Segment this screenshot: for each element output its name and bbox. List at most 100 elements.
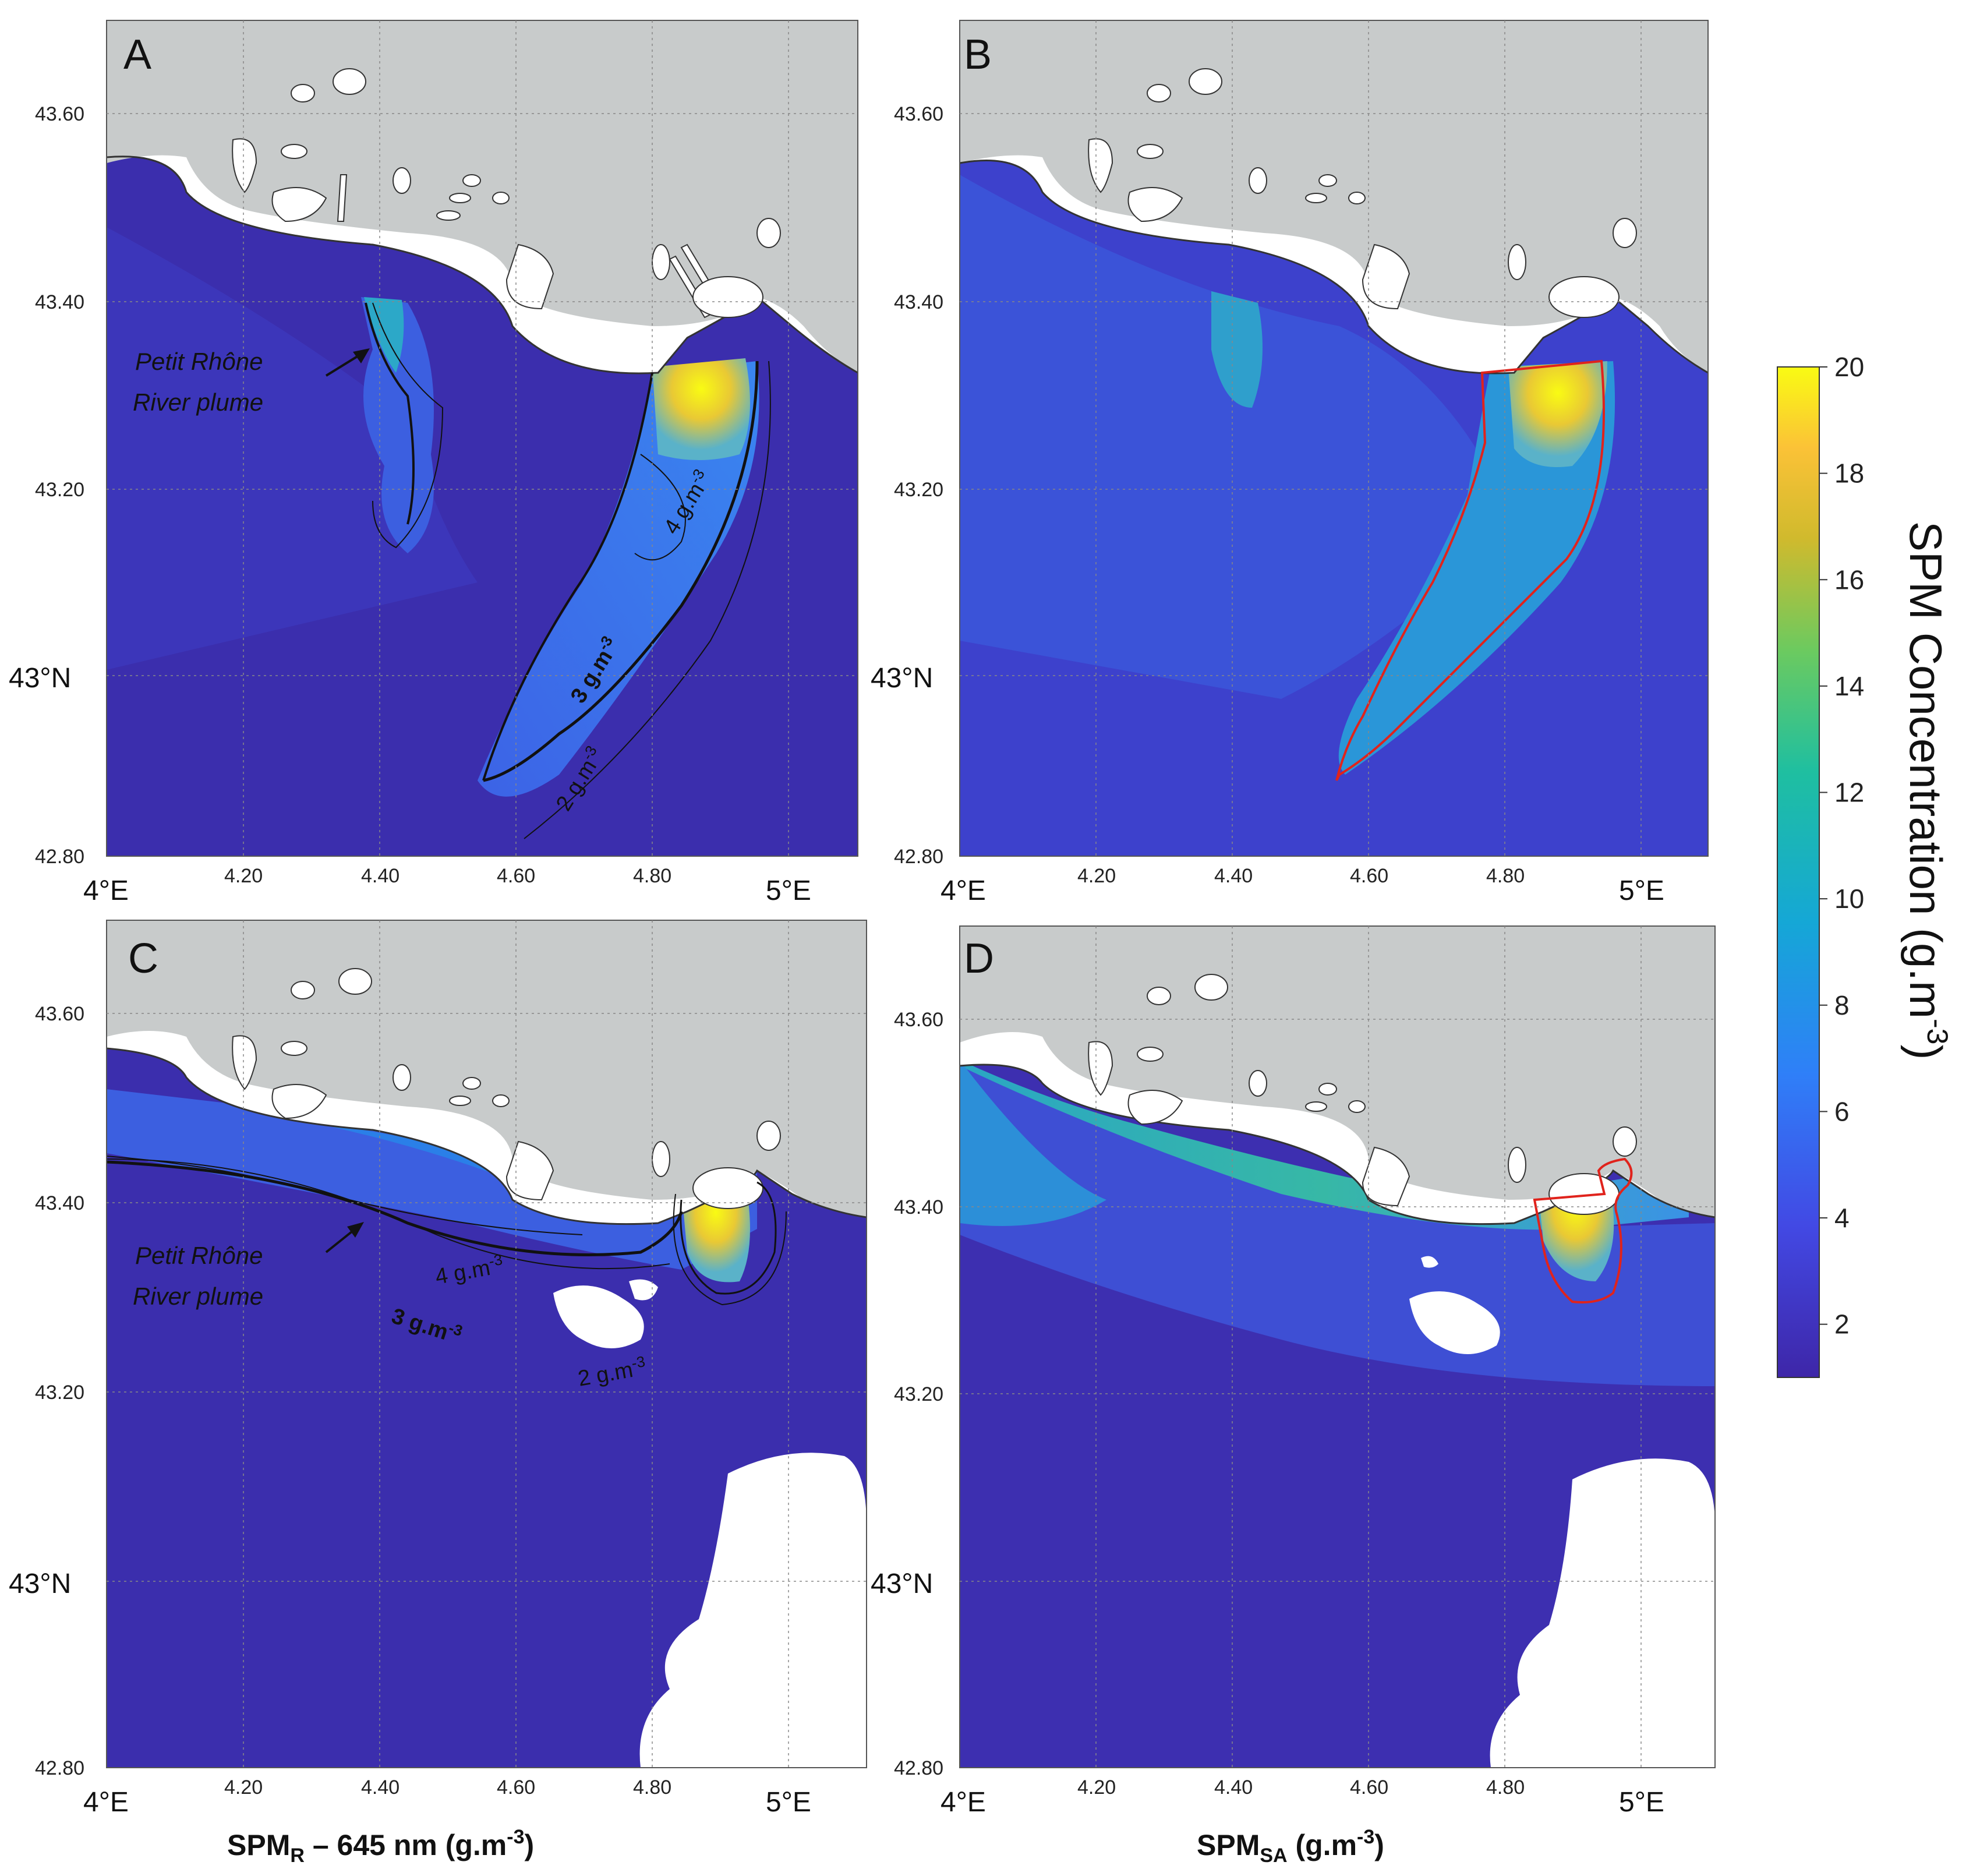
panel-a-lon-ticks: 4°E 4.20 4.40 4.60 4.80 5°E: [83, 865, 811, 906]
lon-tick: 4.20: [224, 865, 263, 887]
lat-tick: 43.20: [894, 479, 943, 501]
lat-tick: 43.60: [894, 1009, 943, 1031]
panel-b-lon-ticks: 4°E 4.20 4.40 4.60 4.80 5°E: [941, 865, 1664, 906]
lon-tick: 4.40: [1214, 865, 1253, 887]
panel-a-rhone-plume: [478, 361, 759, 797]
lat-tick: 42.80: [894, 1757, 943, 1779]
panel-d-clouds: [1409, 1256, 1715, 1768]
panel-a-annotation-line2: River plume: [133, 388, 263, 416]
panel-d-xlabel: SPMSA (g.m-3): [1197, 1826, 1384, 1867]
lon-tick: 4.60: [497, 1776, 535, 1799]
panel-b-red-outline: [1335, 359, 1605, 781]
panel-a-lat-ticks: 43.60 43.40 43.20 43°N 42.80: [9, 103, 84, 868]
panel-c-letter: C: [128, 935, 158, 982]
panel-c-coastal-band: [107, 1089, 757, 1270]
lat-tick: 43.40: [894, 1196, 943, 1218]
colorbar-title: SPM Concentration (g.m-3): [1900, 521, 1954, 1059]
colorbar-tick-label: 8: [1834, 990, 1850, 1020]
lon-tick: 4°E: [83, 1787, 129, 1818]
panel-a-arrow: [325, 353, 362, 377]
colorbar-tick-label: 18: [1834, 458, 1864, 489]
lat-tick: 43.60: [35, 103, 84, 125]
lat-tick: 43.20: [894, 1383, 943, 1405]
lon-tick: 4°E: [941, 1787, 986, 1818]
lon-tick: 4°E: [83, 875, 129, 906]
lat-tick: 43.40: [35, 291, 84, 313]
colorbar-tick-label: 4: [1834, 1203, 1850, 1233]
lon-tick: 4.80: [1486, 865, 1525, 887]
panel-c-annotation-line1: Petit Rhône: [135, 1242, 263, 1269]
lon-tick: 4.80: [633, 865, 671, 887]
panel-c-grid: [107, 920, 867, 1768]
lon-tick: 5°E: [1619, 1787, 1664, 1818]
panel-d-frame: [959, 925, 1716, 1768]
lat-tick: 43.40: [894, 291, 943, 313]
lat-tick: 42.80: [894, 846, 943, 868]
lon-tick: 5°E: [766, 1787, 811, 1818]
panel-a-contours: [365, 302, 771, 839]
panel-c-lon-ticks: 4°E 4.20 4.40 4.60 4.80 5°E: [83, 1776, 811, 1818]
panel-b: B 43.60 43.40 43.20 43°N 42.80 4°E 4.20 …: [871, 20, 1709, 906]
colorbar-tick-label: 14: [1834, 671, 1864, 701]
panel-c-lat-ticks: 43.60 43.40 43.20 43°N 42.80: [9, 1003, 84, 1779]
lon-tick: 4.40: [361, 1776, 399, 1799]
panel-b-frame: [959, 20, 1709, 857]
panel-c-clouds: [553, 1279, 867, 1768]
lon-tick: 4.40: [1214, 1776, 1253, 1799]
panel-d-grid: [960, 926, 1715, 1768]
lon-tick: 4.20: [1077, 865, 1116, 887]
lon-tick: 4.60: [1350, 865, 1388, 887]
panel-c-contours: [107, 1156, 787, 1306]
lat-tick: 42.80: [35, 1757, 84, 1779]
panel-c-arrow: [325, 1228, 356, 1253]
colorbar-gradient: [1777, 366, 1820, 1378]
panel-b-lat-ticks: 43.60 43.40 43.20 43°N 42.80: [871, 103, 943, 868]
lat-tick: 42.80: [35, 846, 84, 868]
panel-a-letter: A: [123, 31, 151, 78]
lon-tick: 4.20: [1077, 1776, 1116, 1799]
lon-tick: 4.40: [361, 865, 399, 887]
panel-c-annotation-line2: River plume: [133, 1283, 263, 1310]
lon-tick: 4.20: [224, 1776, 263, 1799]
panel-b-land: [960, 20, 1708, 373]
lat-tick: 43°N: [9, 663, 71, 694]
lat-tick: 43°N: [871, 1568, 933, 1599]
panel-c-lagoons: [232, 968, 781, 1209]
lon-tick: 4.60: [1350, 1776, 1388, 1799]
panel-c-frame: [106, 920, 867, 1768]
panel-a-frame: [106, 20, 858, 857]
lat-tick: 43.40: [35, 1192, 84, 1214]
lon-tick: 5°E: [1619, 875, 1664, 906]
colorbar-tick-label: 6: [1834, 1096, 1850, 1126]
panel-a: A Petit Rhône River plume 4 g.m-3 3 g.m-…: [9, 20, 858, 906]
colorbar-ticks: 20 18 16 14 12 10 8 6 4 2: [1819, 352, 1864, 1340]
panel-d-lon-ticks: 4°E 4.20 4.40 4.60 4.80 5°E: [941, 1776, 1664, 1818]
panel-c: C Petit Rhône River plume 4 g.m-3 3 g.m-…: [9, 920, 867, 1867]
colorbar-tick-label: 2: [1834, 1309, 1850, 1340]
colorbar: 20 18 16 14 12 10 8 6 4 2 SPM Concentration (g.m-…: [1777, 352, 1954, 1378]
panel-b-lagoons: [1088, 68, 1637, 318]
lon-tick: 5°E: [766, 875, 811, 906]
lon-tick: 4.60: [497, 865, 535, 887]
panel-a-annotation-line1: Petit Rhône: [135, 348, 263, 375]
colorbar-tick-label: 12: [1834, 778, 1864, 808]
panel-d-lat-ticks: 43.60 43.40 43.20 43°N 42.80: [871, 1009, 943, 1779]
colorbar-tick-label: 10: [1834, 884, 1864, 914]
lat-tick: 43°N: [871, 663, 933, 694]
lat-tick: 43.60: [35, 1003, 84, 1025]
panel-d-letter: D: [964, 935, 994, 982]
panel-c-xlabel: SPMR – 645 nm (g.m-3): [227, 1826, 534, 1867]
panel-b-grid: [960, 20, 1708, 856]
panel-d: D 43.60 43.40 43.20 43°N 42.80 4°E 4.20 …: [871, 925, 1716, 1867]
lon-tick: 4.80: [633, 1776, 671, 1799]
panel-a-land: [107, 20, 858, 373]
lon-tick: 4.80: [1486, 1776, 1525, 1799]
colorbar-tick-label: 20: [1834, 352, 1864, 382]
lat-tick: 43.60: [894, 103, 943, 125]
panel-b-letter: B: [964, 31, 992, 78]
lon-tick: 4°E: [941, 875, 986, 906]
panel-a-lagoons: [232, 68, 781, 319]
panel-d-red-outline: [1533, 1157, 1633, 1303]
colorbar-tick-label: 16: [1834, 564, 1864, 595]
